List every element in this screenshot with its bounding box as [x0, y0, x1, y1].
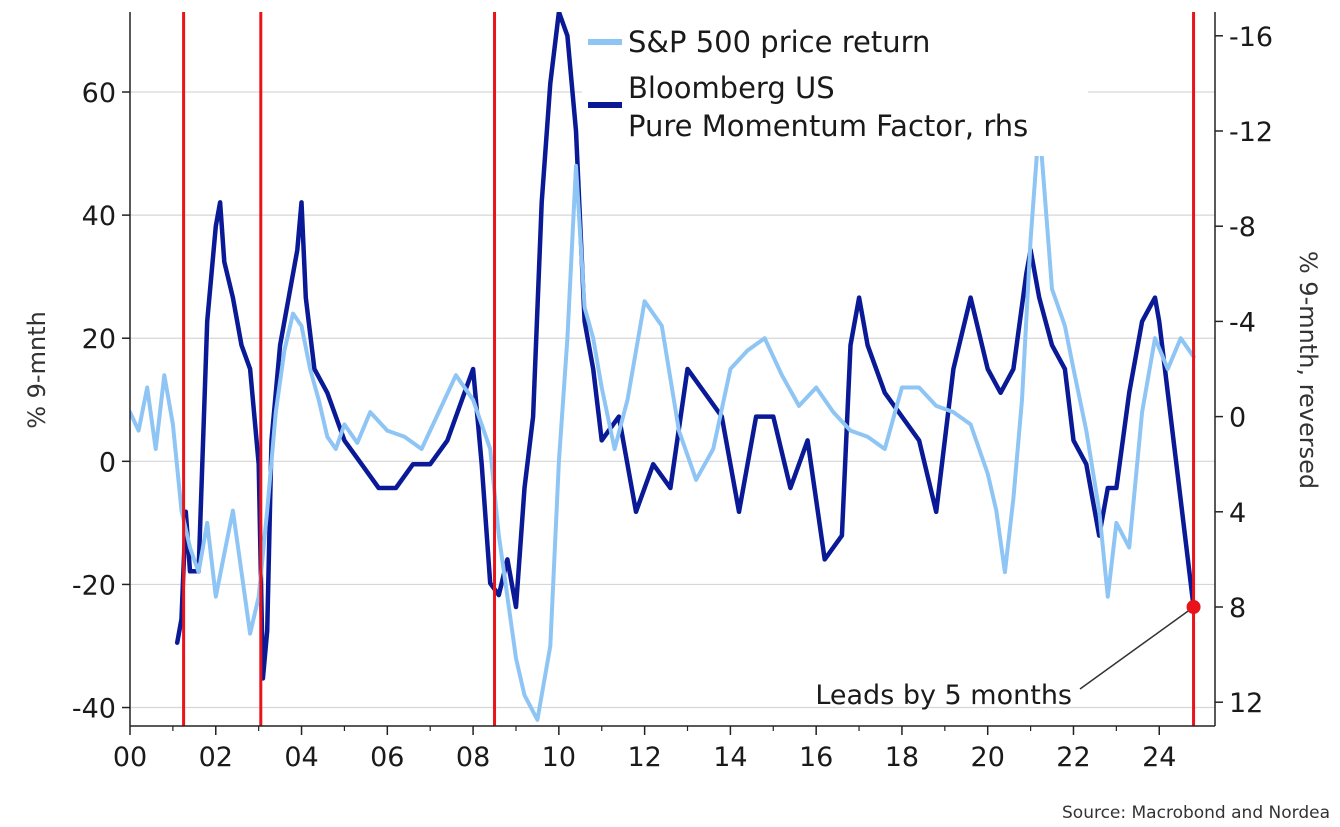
x-tick-label: 08 [456, 742, 490, 773]
annotation-leads-by-5-months: Leads by 5 months [815, 680, 1072, 711]
right-tick-label: -8 [1229, 212, 1256, 243]
right-axis-title: % 9-mnth, reversed [1294, 251, 1322, 489]
legend-background [582, 12, 1088, 156]
right-tick-label: -4 [1229, 307, 1256, 338]
series-lines [130, 12, 1196, 722]
right-axis-ticks: -16 -12 -8 -4 0 4 8 12 [1215, 22, 1273, 719]
right-tick-label: -16 [1229, 22, 1273, 53]
right-tick-label: -12 [1229, 117, 1273, 148]
series-line-momentum [174, 12, 1196, 681]
x-tick-label: 06 [370, 742, 404, 773]
legend-label-momentum: Bloomberg US Pure Momentum Factor, rhs [628, 71, 1028, 143]
series-group [130, 12, 1196, 722]
left-tick-label: -20 [72, 570, 116, 601]
x-tick-label: 20 [971, 742, 1005, 773]
legend-label-momentum-line: Pure Momentum Factor, rhs [628, 109, 1028, 143]
left-axis-ticks: -40 -20 0 20 40 60 [72, 78, 130, 725]
x-tick-label: 04 [284, 742, 318, 773]
source-note: Source: Macrobond and Nordea [1062, 803, 1330, 823]
series-line-sp500 [130, 120, 1196, 722]
left-tick-label: 0 [99, 447, 116, 478]
right-tick-label: 8 [1229, 593, 1246, 624]
x-tick-label: 10 [542, 742, 576, 773]
x-tick-label: 24 [1142, 742, 1176, 773]
left-tick-label: 20 [82, 324, 116, 355]
right-tick-label: 12 [1229, 688, 1263, 719]
x-tick-label: 22 [1056, 742, 1090, 773]
x-tick-label: 14 [713, 742, 747, 773]
x-tick-label: 16 [799, 742, 833, 773]
x-axis-ticks: 00 02 04 06 08 10 12 14 16 18 20 22 24 [113, 726, 1176, 773]
left-tick-label: -40 [72, 694, 116, 725]
annotation-leader-line [1079, 609, 1190, 690]
left-tick-label: 40 [82, 201, 116, 232]
x-tick-label: 18 [885, 742, 919, 773]
left-axis-title: % 9-mnth [23, 311, 51, 429]
x-tick-label: 00 [113, 742, 147, 773]
end-point-marker [1186, 600, 1201, 614]
right-tick-label: 4 [1229, 498, 1246, 529]
left-tick-label: 60 [82, 78, 116, 109]
x-tick-label: 02 [199, 742, 233, 773]
x-tick-label: 12 [627, 742, 661, 773]
legend-label-sp500: S&P 500 price return [628, 25, 930, 59]
right-tick-label: 0 [1229, 403, 1246, 434]
legend-label-momentum-line: Bloomberg US [628, 71, 835, 105]
